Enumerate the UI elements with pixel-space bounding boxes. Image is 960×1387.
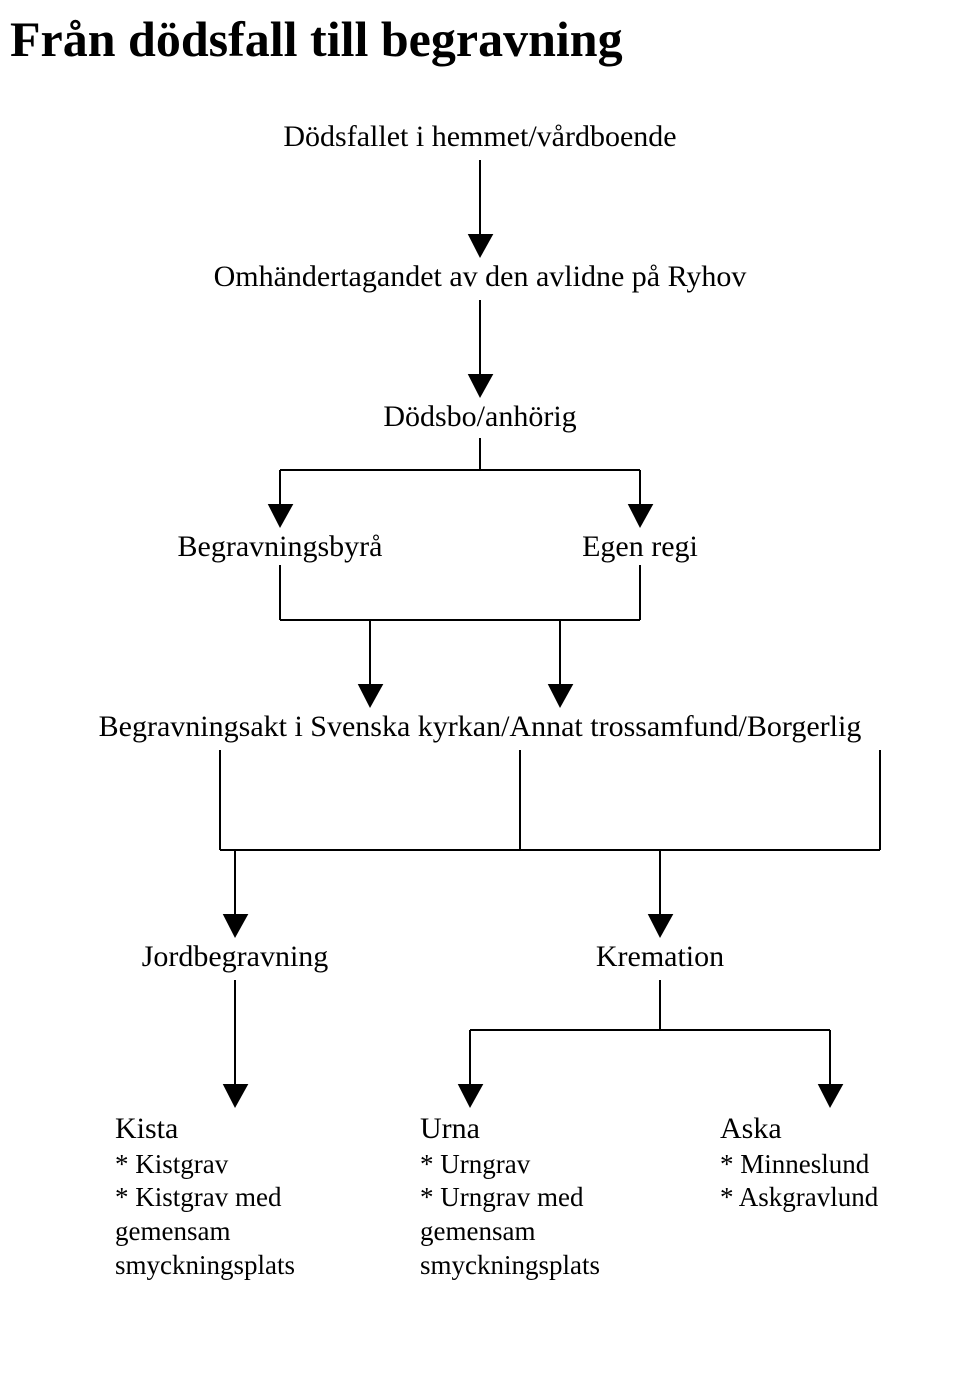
kista-line-2: * Kistgrav med <box>115 1181 295 1215</box>
urna-line-2: * Urngrav med <box>420 1181 600 1215</box>
urna-title: Urna <box>420 1110 600 1148</box>
node-urna: Urna * Urngrav * Urngrav med gemensam sm… <box>420 1110 600 1283</box>
aska-line-2: * Askgravlund <box>720 1181 878 1215</box>
kista-line-1: * Kistgrav <box>115 1148 295 1182</box>
node-begravningsbyra: Begravningsbyrå <box>178 530 383 564</box>
kista-line-3: gemensam <box>115 1215 295 1249</box>
kista-title: Kista <box>115 1110 295 1148</box>
node-dodsfallet: Dödsfallet i hemmet/vårdboende <box>283 120 676 154</box>
node-dodsbo: Dödsbo/anhörig <box>383 400 576 434</box>
page-title: Från dödsfall till begravning <box>10 10 623 68</box>
node-kista: Kista * Kistgrav * Kistgrav med gemensam… <box>115 1110 295 1283</box>
node-egen-regi: Egen regi <box>582 530 698 564</box>
urna-line-1: * Urngrav <box>420 1148 600 1182</box>
node-aska: Aska * Minneslund * Askgravlund <box>720 1110 878 1215</box>
aska-title: Aska <box>720 1110 878 1148</box>
urna-line-4: smyckningsplats <box>420 1249 600 1283</box>
node-begravningsakt: Begravningsakt i Svenska kyrkan/Annat tr… <box>99 710 862 744</box>
node-kremation: Kremation <box>596 940 724 974</box>
kista-line-4: smyckningsplats <box>115 1249 295 1283</box>
node-jordbegravning: Jordbegravning <box>142 940 329 974</box>
urna-line-3: gemensam <box>420 1215 600 1249</box>
aska-line-1: * Minneslund <box>720 1148 878 1182</box>
node-omhandertagandet: Omhändertagandet av den avlidne på Ryhov <box>214 260 747 294</box>
